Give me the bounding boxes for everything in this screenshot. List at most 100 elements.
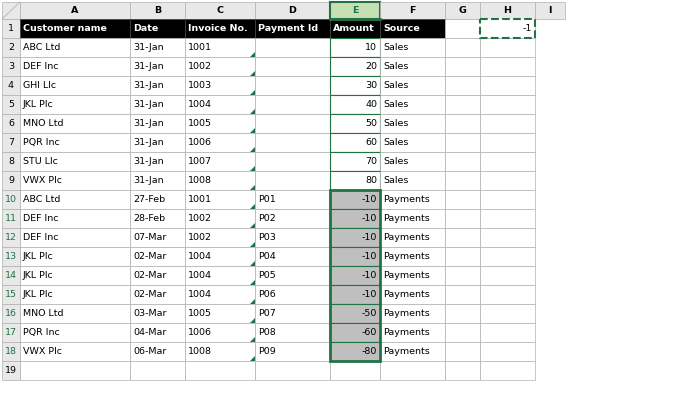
Text: 31-Jan: 31-Jan: [133, 157, 164, 166]
Bar: [185, 114, 255, 133]
Bar: [255, 2, 330, 19]
Bar: [480, 209, 535, 228]
Bar: [480, 57, 535, 76]
Bar: [330, 228, 380, 247]
Bar: [255, 38, 330, 57]
Text: VWX Plc: VWX Plc: [23, 347, 62, 356]
Text: 15: 15: [5, 290, 17, 299]
Bar: [2, 247, 20, 266]
Text: 70: 70: [365, 157, 377, 166]
Bar: [380, 323, 445, 342]
Bar: [185, 57, 255, 76]
Text: JKL Plc: JKL Plc: [23, 100, 54, 109]
Text: 60: 60: [365, 138, 377, 147]
Bar: [480, 133, 535, 152]
Bar: [445, 247, 480, 266]
Text: 3: 3: [8, 62, 14, 71]
Text: 19: 19: [5, 366, 17, 375]
Text: P01: P01: [258, 195, 276, 204]
Text: -10: -10: [362, 233, 377, 242]
Bar: [2, 2, 20, 19]
Bar: [130, 2, 185, 19]
Text: 14: 14: [5, 271, 17, 280]
Text: P08: P08: [258, 328, 276, 337]
Text: 31-Jan: 31-Jan: [133, 81, 164, 90]
Bar: [480, 190, 535, 209]
Bar: [445, 95, 480, 114]
Text: Invoice No.: Invoice No.: [188, 24, 248, 33]
Bar: [330, 361, 380, 380]
Bar: [255, 95, 330, 114]
Text: 1002: 1002: [188, 214, 212, 223]
Bar: [185, 247, 255, 266]
Bar: [130, 361, 185, 380]
Bar: [445, 38, 480, 57]
Bar: [20, 95, 130, 114]
Bar: [2, 209, 20, 228]
Polygon shape: [250, 71, 255, 76]
Bar: [330, 76, 380, 95]
Text: 11: 11: [5, 214, 17, 223]
Polygon shape: [250, 204, 255, 209]
Bar: [380, 114, 445, 133]
Polygon shape: [250, 261, 255, 266]
Bar: [480, 247, 535, 266]
Bar: [255, 190, 330, 209]
Bar: [480, 361, 535, 380]
Bar: [255, 209, 330, 228]
Bar: [20, 323, 130, 342]
Bar: [445, 342, 480, 361]
Bar: [2, 38, 20, 57]
Polygon shape: [250, 242, 255, 247]
Text: 1005: 1005: [188, 119, 212, 128]
Text: 12: 12: [5, 233, 17, 242]
Text: 2: 2: [8, 43, 14, 52]
Text: Sales: Sales: [383, 81, 408, 90]
Text: -10: -10: [362, 214, 377, 223]
Text: 1006: 1006: [188, 138, 212, 147]
Bar: [185, 76, 255, 95]
Text: P05: P05: [258, 271, 276, 280]
Text: PQR Inc: PQR Inc: [23, 328, 60, 337]
Text: 31-Jan: 31-Jan: [133, 62, 164, 71]
Text: 5: 5: [8, 100, 14, 109]
Bar: [445, 209, 480, 228]
Bar: [330, 152, 380, 171]
Text: 07-Mar: 07-Mar: [133, 233, 166, 242]
Text: H: H: [503, 6, 512, 15]
Text: B: B: [154, 6, 161, 15]
Text: 1002: 1002: [188, 62, 212, 71]
Text: 9: 9: [8, 176, 14, 185]
Text: Sales: Sales: [383, 62, 408, 71]
Bar: [185, 323, 255, 342]
Text: 7: 7: [8, 138, 14, 147]
Bar: [480, 114, 535, 133]
Text: 31-Jan: 31-Jan: [133, 138, 164, 147]
Bar: [255, 247, 330, 266]
Text: P07: P07: [258, 309, 276, 318]
Bar: [445, 19, 480, 38]
Bar: [20, 133, 130, 152]
Text: 28-Feb: 28-Feb: [133, 214, 165, 223]
Text: 30: 30: [365, 81, 377, 90]
Text: Date: Date: [133, 24, 158, 33]
Text: -80: -80: [362, 347, 377, 356]
Bar: [255, 76, 330, 95]
Bar: [330, 209, 380, 228]
Text: Payments: Payments: [383, 233, 430, 242]
Bar: [185, 285, 255, 304]
Text: MNO Ltd: MNO Ltd: [23, 119, 63, 128]
Text: -1: -1: [522, 24, 532, 33]
Bar: [380, 361, 445, 380]
Text: Customer name: Customer name: [23, 24, 107, 33]
Bar: [480, 266, 535, 285]
Bar: [445, 285, 480, 304]
Bar: [130, 304, 185, 323]
Bar: [330, 95, 380, 114]
Text: Payment Id: Payment Id: [258, 24, 318, 33]
Bar: [380, 304, 445, 323]
Text: 1001: 1001: [188, 43, 212, 52]
Bar: [480, 19, 535, 38]
Bar: [480, 76, 535, 95]
Bar: [480, 228, 535, 247]
